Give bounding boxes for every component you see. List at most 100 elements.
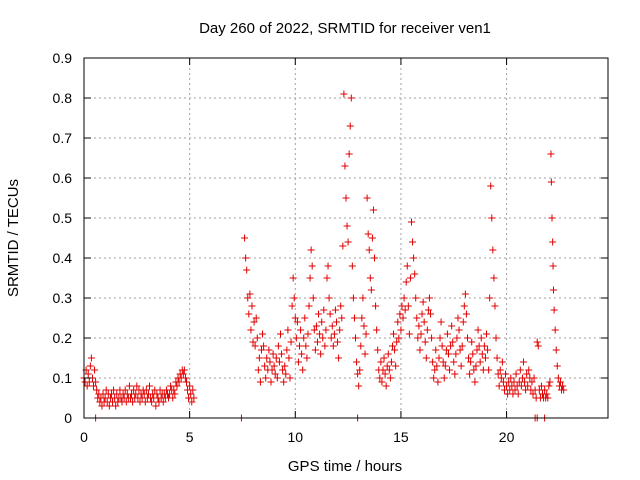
- data-point: [293, 318, 301, 326]
- data-point: [268, 366, 276, 374]
- data-point: [353, 358, 361, 366]
- y-tick-label: 0.4: [53, 250, 73, 266]
- data-point: [133, 382, 141, 390]
- data-point: [468, 338, 476, 346]
- data-point: [190, 394, 198, 402]
- data-point: [385, 366, 393, 374]
- data-point: [465, 354, 473, 362]
- data-point: [156, 386, 164, 394]
- data-point: [450, 358, 458, 366]
- data-point: [550, 306, 558, 314]
- data-point: [182, 378, 190, 386]
- data-point: [502, 370, 510, 378]
- data-point: [287, 338, 295, 346]
- data-point: [530, 374, 538, 382]
- data-point: [429, 358, 437, 366]
- data-point: [283, 346, 291, 354]
- data-point: [485, 366, 493, 374]
- data-point: [427, 310, 435, 318]
- data-point: [93, 386, 101, 394]
- data-point: [461, 290, 469, 298]
- data-point: [305, 302, 313, 310]
- data-point: [366, 274, 374, 282]
- data-point: [250, 318, 258, 326]
- data-point: [288, 302, 296, 310]
- data-point: [415, 322, 423, 330]
- data-point: [390, 330, 398, 338]
- data-point: [342, 194, 350, 202]
- data-point: [273, 374, 281, 382]
- data-point: [296, 342, 304, 350]
- data-point: [428, 334, 436, 342]
- data-point: [241, 234, 249, 242]
- data-point: [431, 366, 439, 374]
- data-point: [308, 262, 316, 270]
- data-point: [476, 358, 484, 366]
- data-point: [346, 122, 354, 130]
- data-point: [548, 214, 556, 222]
- data-point: [496, 366, 504, 374]
- data-point: [319, 334, 327, 342]
- points-layer: [80, 90, 568, 422]
- data-point: [474, 326, 482, 334]
- data-point: [489, 246, 497, 254]
- data-point: [297, 326, 305, 334]
- data-point: [549, 238, 557, 246]
- data-point: [446, 366, 454, 374]
- data-point: [492, 334, 500, 342]
- data-point: [173, 382, 181, 390]
- y-tick-label: 0.7: [53, 130, 73, 146]
- data-point: [340, 90, 348, 98]
- data-point: [343, 222, 351, 230]
- data-point: [551, 326, 559, 334]
- data-point: [312, 322, 320, 330]
- data-point: [159, 398, 167, 406]
- data-point: [470, 366, 478, 374]
- data-point: [556, 378, 564, 386]
- data-point: [478, 350, 486, 358]
- data-point: [516, 366, 524, 374]
- data-point: [321, 342, 329, 350]
- data-point: [394, 318, 402, 326]
- data-point: [420, 318, 428, 326]
- data-point: [388, 342, 396, 350]
- y-tick-label: 0.2: [53, 330, 73, 346]
- data-point: [369, 206, 377, 214]
- data-point: [125, 382, 133, 390]
- data-point: [324, 262, 332, 270]
- grid-layer: [84, 58, 608, 418]
- data-point: [349, 294, 357, 302]
- data-point: [252, 314, 260, 322]
- data-point: [254, 366, 262, 374]
- data-point: [523, 370, 531, 378]
- data-point: [471, 378, 479, 386]
- data-point: [444, 350, 452, 358]
- data-point: [533, 338, 541, 346]
- y-tick-label: 0.9: [53, 50, 73, 66]
- data-point: [434, 378, 442, 386]
- data-point: [409, 238, 417, 246]
- data-point: [330, 330, 338, 338]
- data-point: [302, 342, 310, 350]
- data-point: [449, 338, 457, 346]
- data-point: [473, 346, 481, 354]
- data-point: [400, 294, 408, 302]
- data-point: [467, 358, 475, 366]
- data-point: [398, 302, 406, 310]
- x-axis-title: GPS time / hours: [288, 458, 402, 475]
- data-point: [277, 330, 284, 338]
- data-point: [457, 362, 465, 370]
- y-tick-label: 0.5: [53, 210, 73, 226]
- data-point: [453, 334, 461, 342]
- data-point: [243, 266, 251, 274]
- data-point: [98, 402, 106, 410]
- data-point: [488, 214, 496, 222]
- data-point: [247, 326, 255, 334]
- data-point: [454, 314, 462, 322]
- data-point: [430, 374, 438, 382]
- data-point: [122, 398, 130, 406]
- data-point: [401, 306, 409, 314]
- data-point: [432, 346, 440, 354]
- data-point: [245, 310, 253, 318]
- data-point: [142, 386, 150, 394]
